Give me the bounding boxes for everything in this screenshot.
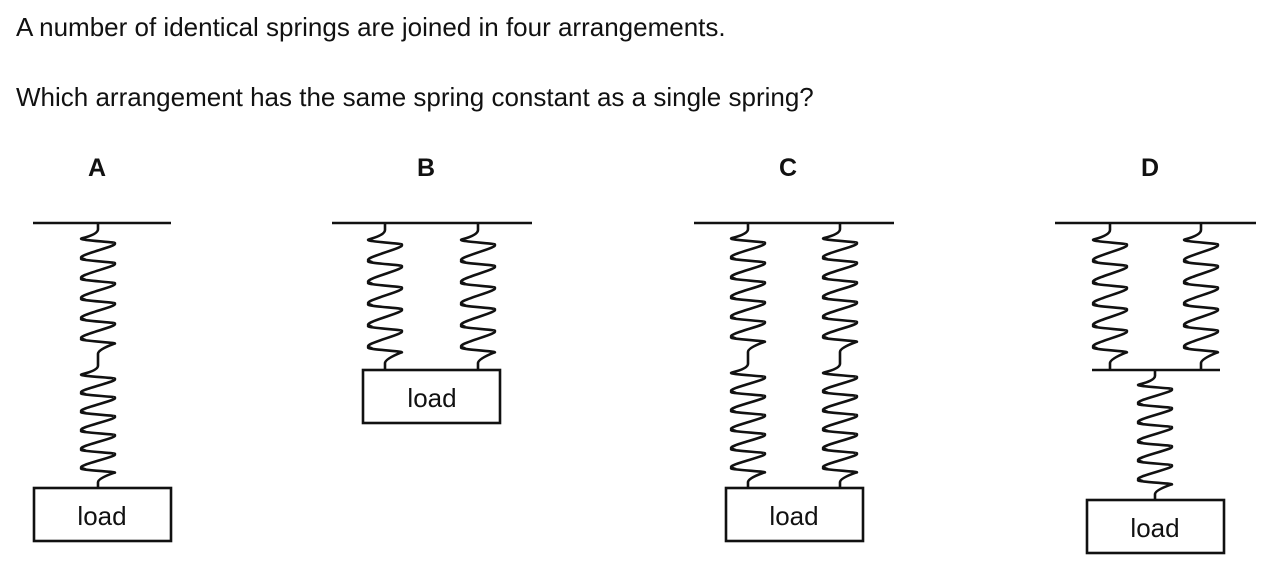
- spring-a-upper: [79, 223, 117, 360]
- spring-c-left-upper: [729, 223, 767, 358]
- load-label-b: load: [407, 383, 456, 413]
- spring-d-lower: [1136, 370, 1174, 500]
- load-label-c: load: [769, 501, 818, 531]
- spring-c-right-upper: [821, 223, 859, 358]
- load-label-a: load: [77, 501, 126, 531]
- option-d-label: D: [1141, 154, 1159, 182]
- arrangement-a: load: [32, 221, 173, 543]
- question-line-1: A number of identical springs are joined…: [16, 12, 726, 42]
- arrangement-d: load: [1055, 221, 1256, 555]
- arrangement-c: load: [694, 221, 894, 543]
- question-line-2: Which arrangement has the same spring co…: [16, 82, 814, 112]
- spring-c-right-lower: [821, 358, 859, 488]
- spring-b-left: [366, 223, 404, 370]
- arrangement-b: load: [332, 221, 532, 425]
- spring-d-left: [1091, 223, 1129, 370]
- load-label-d: load: [1130, 513, 1179, 543]
- option-a-label: A: [88, 154, 106, 182]
- option-b-label: B: [417, 154, 435, 182]
- load-box-d: [1085, 498, 1226, 555]
- load-box-b: [361, 368, 502, 425]
- spring-a-lower: [79, 360, 117, 488]
- load-box-a: [32, 486, 173, 543]
- option-c-label: C: [779, 154, 797, 182]
- load-box-c: [724, 486, 865, 543]
- spring-b-right: [459, 223, 497, 370]
- spring-d-right: [1182, 223, 1220, 370]
- spring-c-left-lower: [729, 358, 767, 488]
